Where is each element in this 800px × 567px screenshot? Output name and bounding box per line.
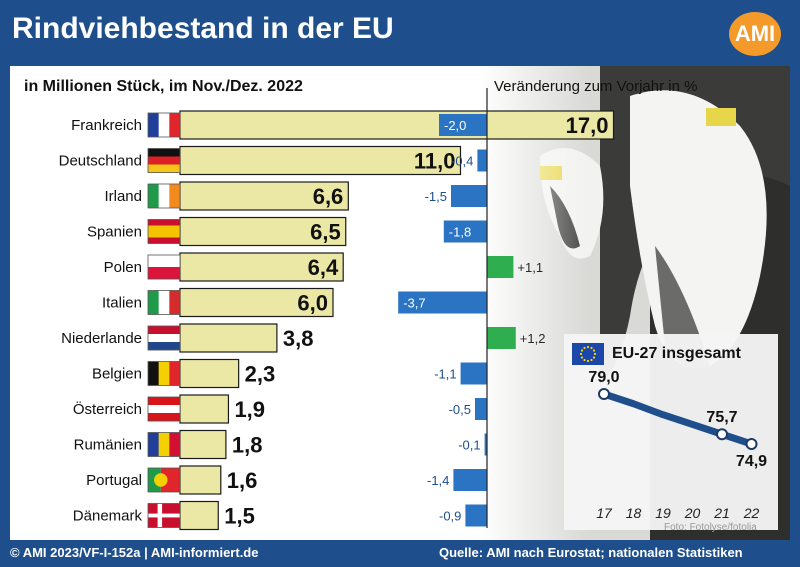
flag-poland-icon [147,254,181,280]
change-label: +1,2 [520,331,546,346]
category-label: Deutschland [59,153,142,170]
flag-denmark-icon [147,503,181,528]
change-label: -3,7 [403,296,425,311]
change-title: Veränderung zum Vorjahr in % [494,78,698,95]
change-bar-irland [451,185,487,207]
change-label: -0,1 [458,438,480,453]
year-tick: 19 [655,505,671,521]
flag-netherlands-icon [147,325,181,351]
flag-germany-icon [147,148,181,173]
value-label: 3,8 [283,326,314,351]
flag-portugal-icon [147,467,181,493]
value-label: 11,0 [414,149,456,174]
footer-source: Quelle: AMI nach Eurostat; nationalen St… [439,545,743,560]
eu-point [745,438,758,450]
eu-flag-icon [572,343,604,365]
flag-spain-icon [147,219,181,244]
change-bar-rumänien [484,433,487,456]
category-label: Österreich [73,400,142,418]
value-label: 17,0 [566,113,609,138]
flag-france-icon [147,112,181,138]
value-label: 6,5 [310,220,341,245]
change-bar-deutschland [477,149,487,172]
change-bar-belgien [460,362,487,385]
value-label: 6,0 [297,291,328,316]
change-label: -1,8 [449,225,471,240]
eu-line-chart: 17 18 19 20 21 22 79,0 75,7 74,9 [588,369,767,521]
category-label: Niederlande [61,330,142,347]
value-label: 1,6 [227,468,258,493]
bar-österreich [179,394,230,424]
bar-frankreich [179,110,615,140]
eu-point-label: 74,9 [736,453,767,470]
category-label: Italien [102,295,142,312]
change-bar-frankreich [439,114,487,136]
change-bar-polen [487,256,514,278]
year-tick: 18 [626,505,642,521]
category-label: Polen [104,259,142,276]
value-label: 1,9 [234,397,265,422]
photo-credit: Foto: Fotolyse/fotolia [664,522,757,533]
change-label: -1,4 [427,473,449,488]
bar-dänemark [179,500,219,531]
value-label: 1,8 [232,433,263,458]
year-tick: 20 [684,505,701,521]
value-label: 1,5 [224,504,255,529]
footer-copyright: © AMI 2023/VF-I-152a | AMI-informiert.de [10,545,259,560]
flag-austria-icon [147,396,181,422]
year-tick: 22 [743,505,760,521]
category-label: Portugal [86,472,142,489]
change-label: -0,9 [439,509,461,524]
flag-romania-icon [147,432,181,457]
change-label: -1,5 [425,189,447,204]
change-bar-österreich [475,398,487,420]
bar-niederlande [179,323,278,353]
eu-point [598,388,610,400]
year-tick: 17 [596,505,613,521]
inset-header: EU-27 insgesamt [572,342,741,366]
value-label: 2,3 [245,362,276,387]
flag-italy-icon [147,290,181,315]
category-label: Rumänien [74,437,142,454]
change-label: -2,0 [444,118,466,133]
eu-point [716,428,728,441]
year-tick: 21 [713,505,730,521]
value-label: 6,4 [308,255,339,280]
ami-logo: AMI [729,12,781,56]
bar-portugal [179,465,222,495]
eu-point-label: 79,0 [588,369,619,386]
bar-rumänien [179,429,227,460]
page-title: Rindviehbestand in der EU [12,12,394,45]
inset-title: EU-27 insgesamt [612,345,741,362]
eu-inset: 17 18 19 20 21 22 79,0 75,7 74,9 EU-27 insgesamt [564,334,778,530]
change-label: +1,1 [517,260,543,275]
change-label: -0,5 [449,402,471,417]
bar-belgien [179,358,240,389]
flag-belgium-icon [147,361,181,386]
change-bar-italien [398,291,487,314]
bar-chart: Frankreich 17,0 -2,0 Deutschland 11,0-0,4 Irl… [59,88,615,531]
change-bar-niederlande [487,327,516,349]
category-label: Belgien [92,366,142,383]
header-bar: Rindviehbestand in der EU AMI [0,0,800,66]
change-bar-spanien [443,220,487,243]
category-label: Spanien [87,224,142,241]
flag-ireland-icon [147,183,181,209]
change-label: -1,1 [434,367,456,382]
category-label: Irland [104,188,142,205]
bar-italien [179,287,334,318]
chart-panel: in Millionen Stück, im Nov./Dez. 2022 Ve… [10,66,790,540]
category-label: Frankreich [71,117,142,134]
value-label: 6,6 [313,184,344,209]
eu-point-label: 75,7 [706,409,737,426]
change-bar-dänemark [465,504,487,527]
category-label: Dänemark [73,508,143,525]
change-label: -0,4 [451,154,473,169]
bar-polen [179,252,344,282]
chart-subtitle: in Millionen Stück, im Nov./Dez. 2022 [24,78,303,95]
change-bar-portugal [453,469,487,491]
bar-deutschland [179,145,462,176]
